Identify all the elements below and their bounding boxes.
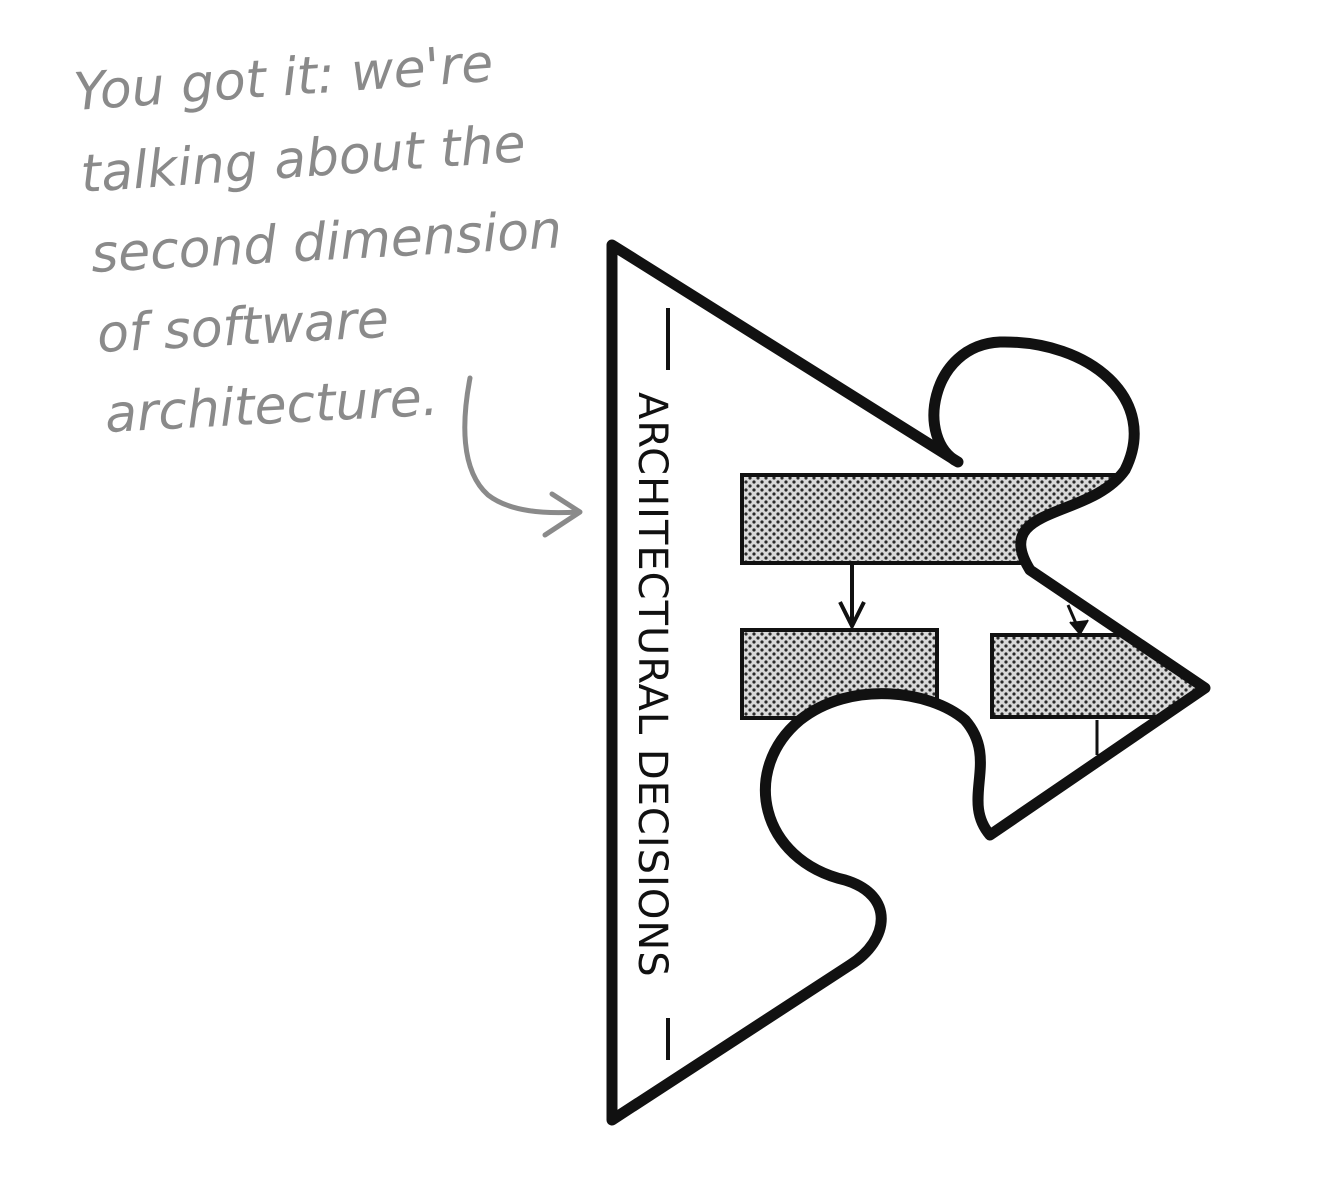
top-block — [740, 473, 1205, 565]
note-line-3: second dimension — [90, 200, 564, 285]
note-line-4: of software — [96, 290, 391, 365]
annotation-note: You got it: we're talking about the seco… — [72, 34, 564, 445]
note-line-1: You got it: we're — [72, 34, 495, 123]
note-line-2: talking about the — [79, 114, 528, 205]
puzzle-piece-outline — [606, 239, 1211, 1126]
piece-label: ARCHITECTURAL DECISIONS — [629, 392, 675, 978]
pointer-arrow — [462, 375, 583, 538]
note-line-5: architecture. — [104, 368, 440, 445]
vertical-label-group: ARCHITECTURAL DECISIONS — [629, 308, 675, 1060]
